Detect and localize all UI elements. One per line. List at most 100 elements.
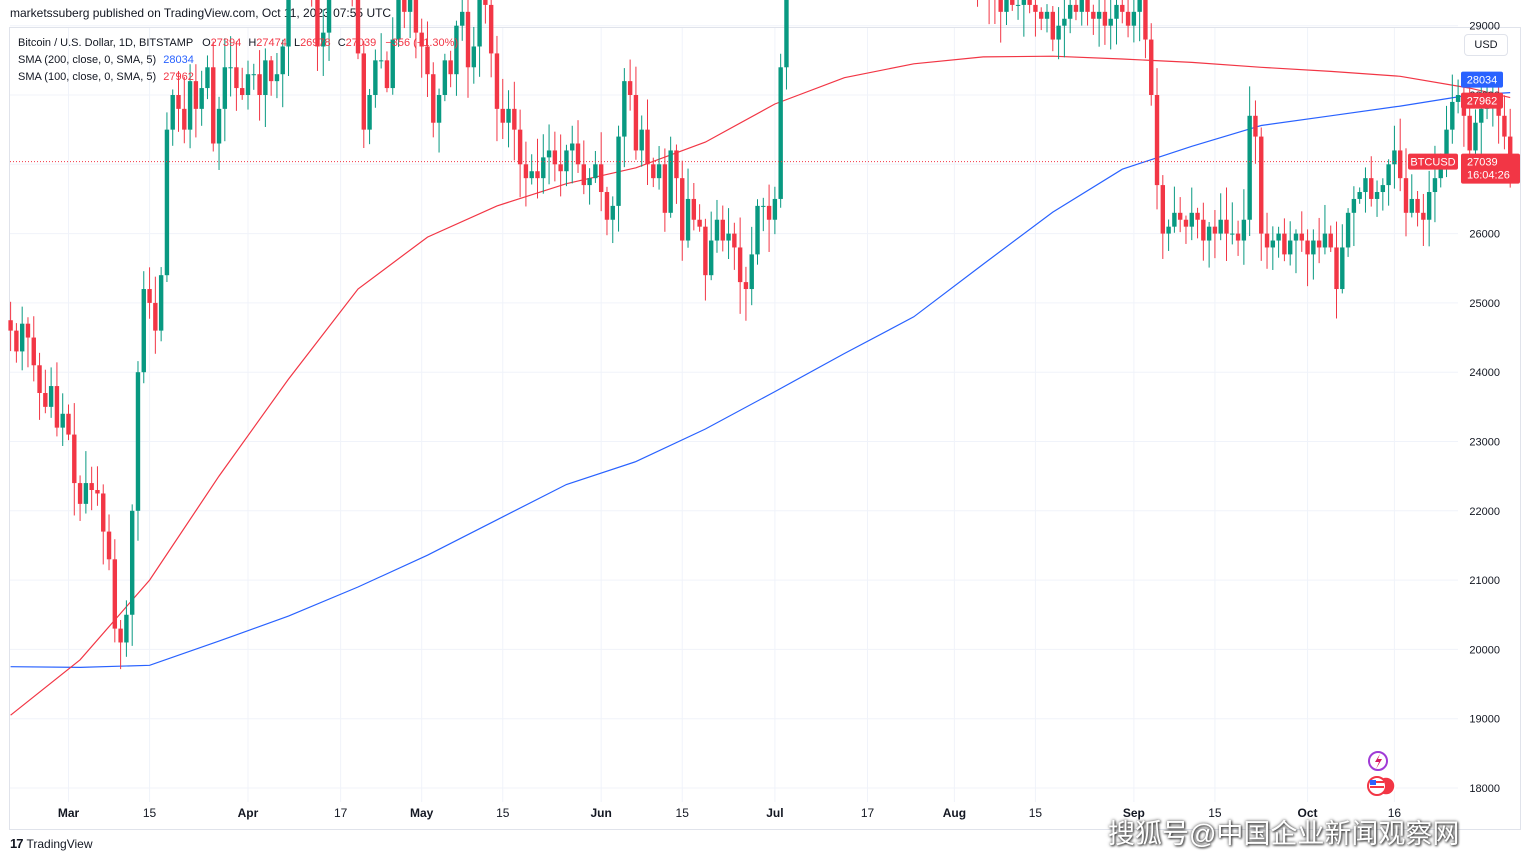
price-axis[interactable]: 18000 19000 20000 21000 22000 23000 24000 25000… [1469,0,1500,795]
candle-body [1201,219,1206,241]
candle-down [1299,211,1304,252]
price-tick-label: 18000 [1469,783,1500,795]
legend-sma100-label: SMA (100, close, 0, SMA, 5) [18,71,157,83]
candle-down [25,317,31,368]
candle-up [390,17,395,95]
candle-body [321,32,326,47]
candle-down [500,78,505,139]
time-tick-label: 15 [1029,806,1043,820]
candle-body [552,150,558,165]
price-tick-label: 22000 [1469,506,1500,518]
candle-body [66,413,71,435]
candle-body [1508,136,1513,162]
candle-down [575,120,581,173]
candle-up [593,150,598,183]
bolt-icon[interactable] [1368,751,1388,771]
legend-symbol: Bitcoin / U.S. Dollar, 1D, BITSTAMP [18,37,194,49]
candle-up [124,600,129,657]
candle-body [564,150,569,172]
candle-body [263,60,268,95]
candle-down [1259,127,1264,261]
candle-down [680,160,685,261]
candle-up [1357,187,1362,204]
candle-down [351,0,353,7]
candle-body [1247,115,1252,220]
candle-up [48,367,54,418]
footer-brand[interactable]: 17 TradingView [10,836,93,851]
sma200-price-tag-text: 28034 [1467,75,1498,87]
candle-body [274,74,280,82]
candle-up [1363,167,1368,213]
candle-body [419,32,424,47]
candle-up [326,0,332,61]
candle-down [1085,0,1090,26]
candle-down [8,301,13,352]
candle-body [1380,185,1386,193]
candle-down [627,59,633,111]
candle-body [1039,11,1044,19]
candle-body [251,74,256,76]
candle-down [1120,0,1125,24]
candle-down [1212,210,1218,259]
candle-up [477,0,482,77]
candle-up [1021,0,1027,37]
legend-sma200-label: SMA (200, close, 0, SMA, 5) [18,54,157,66]
candle-body [1015,4,1021,6]
sma100-price-tag: 27962 [1461,92,1503,109]
candle-body [477,0,482,47]
candle-down [604,186,610,236]
candle-up [1450,74,1455,144]
candle-body [998,0,1003,12]
candle-body [402,0,407,12]
candle-body [1137,0,1142,12]
time-tick-label: Oct [1298,806,1318,820]
candle-body [1426,192,1432,220]
candle-down [257,50,262,121]
candle-up [205,55,210,100]
candle-down [488,0,494,78]
candle-up [1218,193,1223,241]
candle-body [141,289,146,373]
time-tick-label: 16 [1388,806,1402,820]
time-tick-label: Mar [58,806,80,820]
candle-down [72,403,77,516]
candle-body [1067,4,1073,19]
candle-body [1021,0,1027,5]
chart-frame[interactable] [9,27,1521,830]
candle-up [321,9,326,76]
candle-body [575,143,581,165]
candle-down [1201,202,1206,261]
time-axis[interactable]: Mar 15 Apr 17 May 15 Jun 15 Jul 17 Aug 15 Sep 15 Oct 16 [58,806,1402,820]
candle-down [651,157,656,188]
currency-button[interactable]: USD [1464,34,1508,56]
flag-icon[interactable] [1367,776,1396,796]
sma200-line [10,92,1511,669]
legend-sma200-row[interactable]: SMA (200, close, 0, SMA, 5) 28034 [18,52,458,69]
candle-body [1143,0,1148,40]
candle-body [147,289,152,303]
candle-body [627,81,633,95]
candle-up [587,168,592,205]
candle-up [1114,0,1119,45]
candle-up [373,49,378,108]
candle-down [1183,215,1189,244]
candle-body [54,386,60,428]
candle-body [19,323,25,352]
candle-body [280,46,285,75]
candle-up [1455,79,1461,114]
candle-body [118,628,123,643]
candle-down [1334,221,1339,319]
candle-body [407,0,413,12]
candle-body [384,60,390,89]
candle-body [164,129,170,276]
candle-body [1131,11,1137,26]
candle-body [743,282,749,290]
candle-body [158,275,164,331]
candle-down [1461,81,1467,147]
legend-sma100-row[interactable]: SMA (100, close, 0, SMA, 5) 27962 [18,69,458,86]
candle-down [558,134,563,197]
candle-up [1322,204,1328,255]
legend-symbol-row[interactable]: Bitcoin / U.S. Dollar, 1D, BITSTAMP O273… [18,35,458,52]
candle-body [1334,247,1339,290]
